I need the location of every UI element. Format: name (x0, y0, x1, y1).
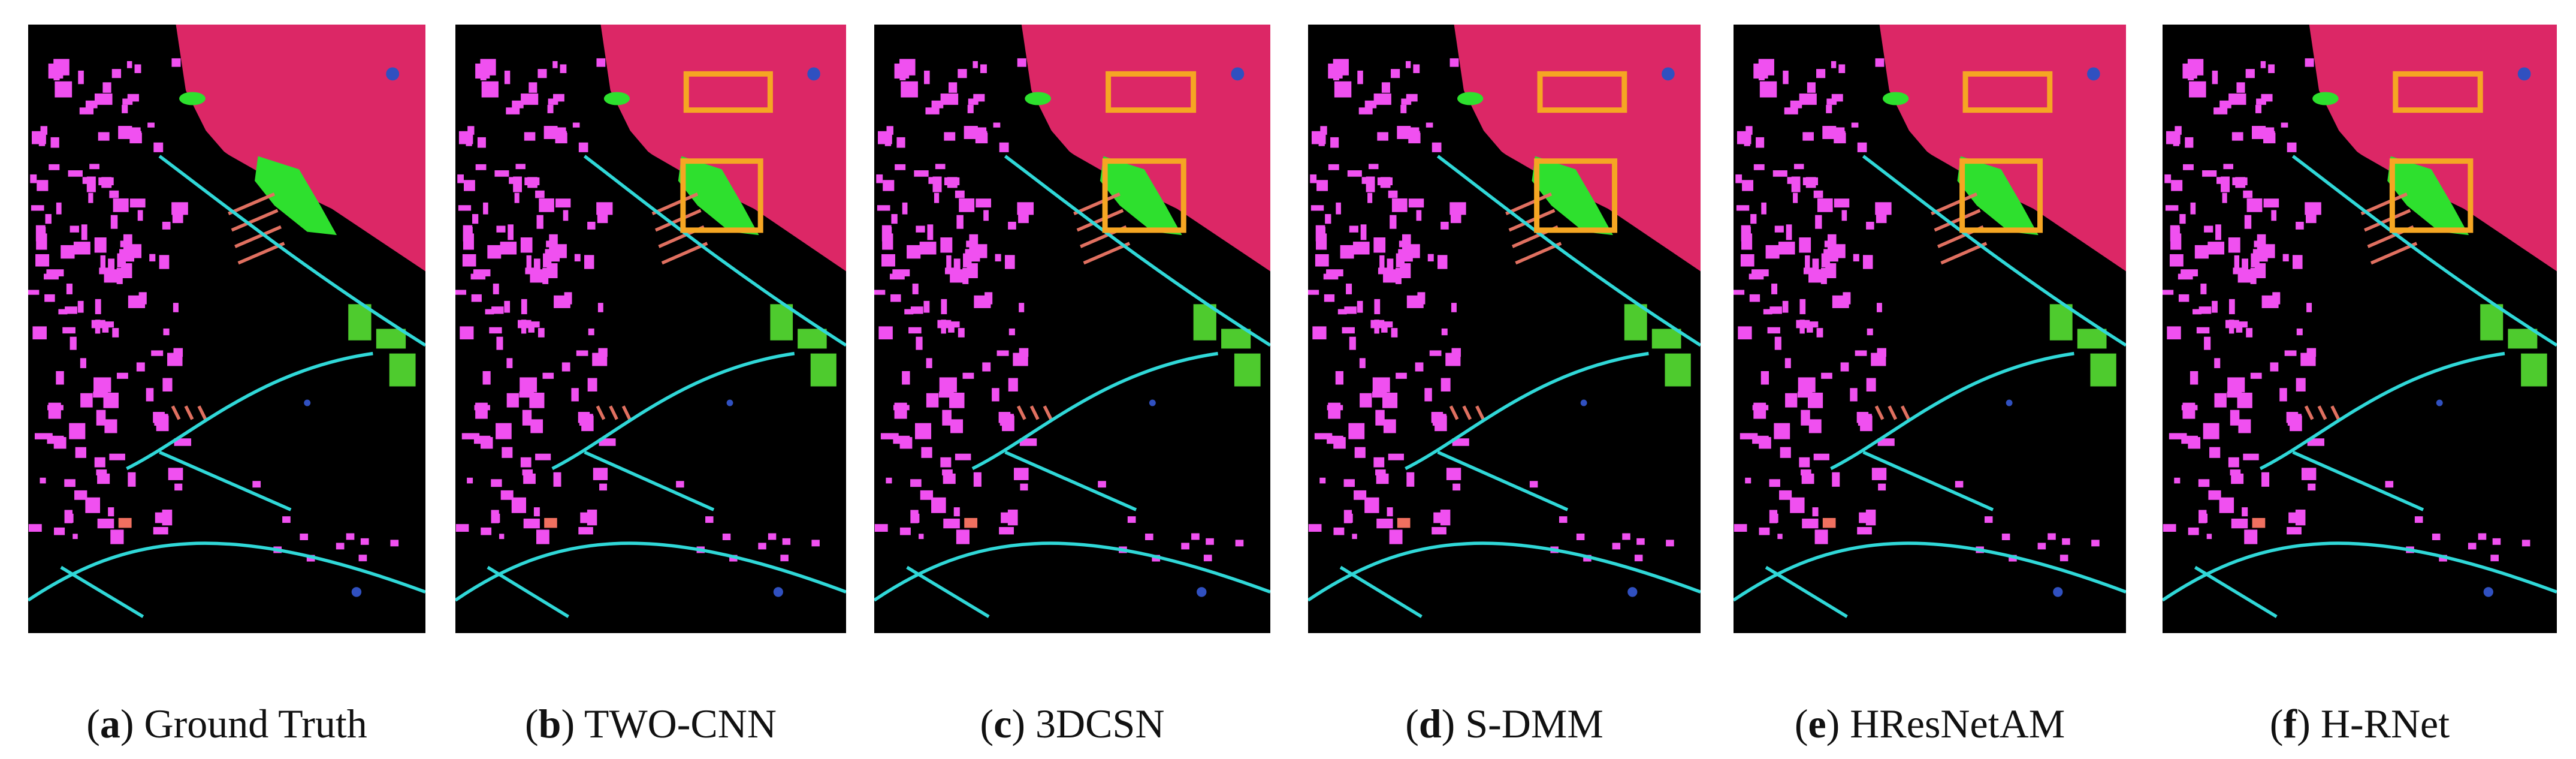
classification-map (28, 25, 425, 633)
panel-letter: b (538, 701, 561, 746)
classification-map (1308, 25, 1701, 633)
panel-letter: a (99, 701, 120, 746)
highlight-box (683, 71, 773, 113)
caption-text: ( (2269, 701, 2284, 746)
caption-text: ) TWO-CNN (561, 701, 777, 746)
caption-text: ) HResNetAM (1826, 701, 2065, 746)
panel-letter: e (1808, 701, 1826, 746)
panel-letter: d (1418, 701, 1442, 746)
panel-caption: (e) HResNetAM (1795, 700, 2065, 748)
panel-letter: c (993, 701, 1012, 746)
panel-caption: (d) S-DMM (1405, 700, 1603, 748)
highlight-box (1102, 158, 1186, 233)
caption-text: ( (525, 701, 539, 746)
highlight-box (1959, 158, 2043, 233)
caption-text: ( (86, 701, 100, 746)
classification-map (455, 25, 846, 633)
panel-caption: (f) H-RNet (2270, 700, 2450, 748)
panel-caption: (b) TWO-CNN (525, 700, 777, 748)
classification-map (874, 25, 1270, 633)
classification-map (1734, 25, 2126, 633)
caption-text: ) S-DMM (1441, 701, 1603, 746)
highlight-box (2393, 71, 2483, 113)
classification-map (2163, 25, 2557, 633)
panel-caption: (a) Ground Truth (86, 700, 367, 748)
highlight-box (1962, 71, 2053, 113)
caption-text: ( (980, 701, 994, 746)
caption-text: ) 3DCSN (1011, 701, 1165, 746)
highlight-box (2389, 158, 2474, 233)
highlight-box (1106, 71, 1197, 113)
caption-text: ) Ground Truth (120, 701, 367, 746)
caption-text: ( (1405, 701, 1419, 746)
caption-text: ( (1794, 701, 1808, 746)
caption-text: ) H-RNet (2297, 701, 2450, 746)
highlight-box (680, 158, 763, 233)
panel-letter: f (2283, 701, 2297, 746)
panel-caption: (c) 3DCSN (980, 700, 1165, 748)
highlight-box (1534, 158, 1618, 233)
highlight-box (1537, 71, 1627, 113)
